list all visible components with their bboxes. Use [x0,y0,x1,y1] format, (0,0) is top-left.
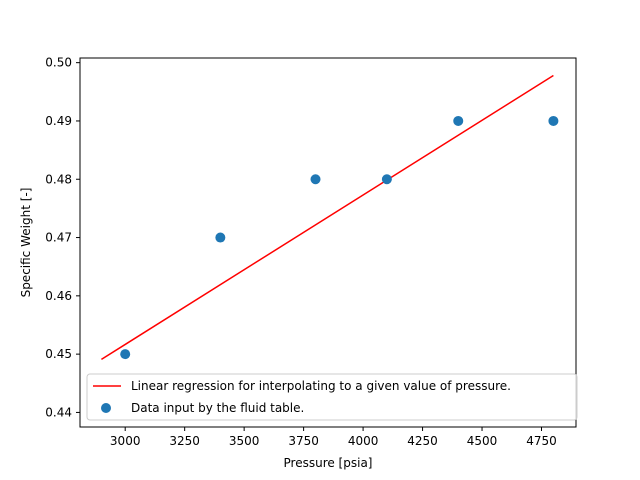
data-point [381,174,392,185]
y-tick-label: 0.50 [45,56,72,70]
y-tick-label: 0.48 [45,172,72,186]
x-axis: 3000 3250 3500 3750 4000 4250 4500 4750 [110,427,557,448]
y-axis: 0.44 0.45 0.46 0.47 0.48 0.49 0.50 [45,56,80,419]
x-tick-label: 3750 [288,434,319,448]
x-tick-label: 3000 [110,434,141,448]
legend-scatter-label: Data input by the fluid table. [131,401,304,415]
data-point [453,115,464,126]
legend-line-label: Linear regression for interpolating to a… [131,379,511,393]
data-marks [101,74,559,361]
plot-area [79,57,577,428]
regression-line [101,74,554,361]
x-tick-label: 4250 [407,434,438,448]
y-tick-label: 0.47 [45,231,72,245]
x-tick-label: 4750 [526,434,557,448]
y-tick-label: 0.46 [45,289,72,303]
axes-frame [79,57,577,428]
y-tick-label: 0.49 [45,114,72,128]
x-tick-label: 3250 [169,434,200,448]
y-tick-label: 0.45 [45,347,72,361]
x-axis-label: Pressure [psia] [284,456,373,470]
legend-box [86,373,578,421]
legend-scatter-swatch [101,403,111,413]
x-tick-label: 4000 [348,434,379,448]
x-tick-label: 4500 [467,434,498,448]
axes-background [80,58,576,427]
legend: Linear regression for interpolating to a… [86,373,578,421]
data-point [310,174,321,185]
data-point [548,115,559,126]
data-point [120,349,131,360]
x-tick-label: 3500 [229,434,260,448]
data-point [215,232,226,243]
y-axis-label: Specific Weight [-] [19,188,33,298]
y-tick-label: 0.44 [45,405,72,419]
